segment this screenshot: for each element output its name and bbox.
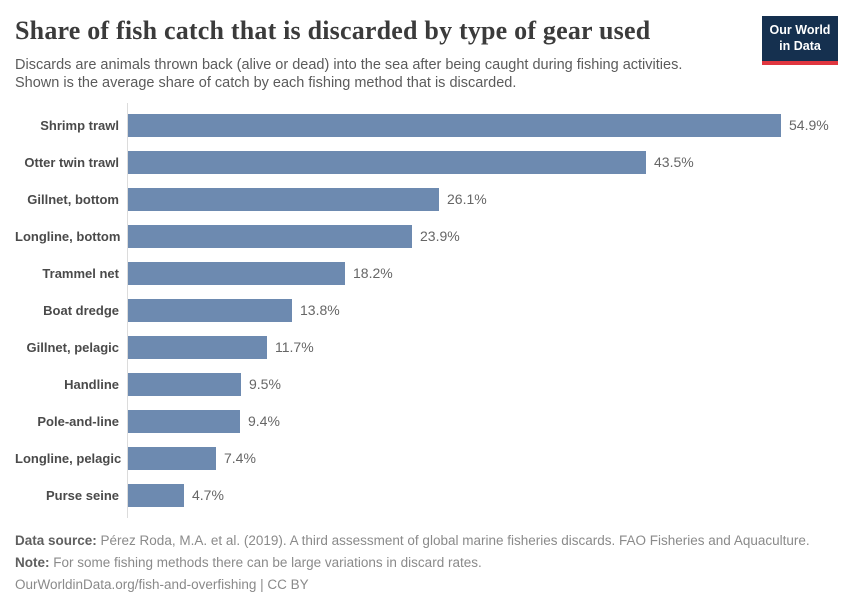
bar-area: 23.9%	[128, 218, 838, 255]
bar-category-label: Pole-and-line	[37, 413, 119, 429]
citation-line: OurWorldinData.org/fish-and-overfishing …	[15, 576, 309, 592]
data-source-text: Pérez Roda, M.A. et al. (2019). A third …	[96, 532, 810, 548]
logo-line-1: Our World	[769, 23, 831, 37]
bar-value-label: 11.7%	[275, 339, 314, 356]
chart-row: Shrimp trawl 54.9%	[15, 107, 838, 144]
bar-value-label: 18.2%	[353, 265, 393, 282]
logo-line-2: in Data	[779, 38, 821, 53]
note-line: Note: For some fishing methods there can…	[15, 552, 838, 574]
bar-area: 43.5%	[128, 144, 838, 181]
bar-category-label: Handline	[64, 376, 119, 392]
bar-category-label: Longline, pelagic	[15, 450, 122, 466]
bar-category-label: Purse seine	[46, 487, 119, 503]
note-text: For some fishing methods there can be la…	[49, 554, 482, 570]
bar-value-label: 23.9%	[420, 228, 460, 245]
bar-category-label: Gillnet, bottom	[27, 191, 119, 207]
bar[interactable]	[128, 298, 292, 322]
bar-area: 18.2%	[128, 255, 838, 292]
bar-category-label: Gillnet, pelagic	[26, 339, 119, 355]
chart-row: Gillnet, bottom 26.1%	[15, 181, 838, 218]
bar-value-label: 4.7%	[192, 487, 224, 504]
bar[interactable]	[128, 409, 240, 433]
bar-value-label: 13.8%	[300, 302, 340, 319]
chart-header: Share of fish catch that is discarded by…	[15, 14, 838, 93]
bar[interactable]	[128, 224, 412, 248]
bar-area: 26.1%	[128, 181, 838, 218]
subtitle-line-2: Shown is the average share of catch by e…	[15, 75, 517, 92]
data-source-label: Data source:	[15, 532, 97, 548]
bar[interactable]	[128, 150, 646, 174]
bar-value-label: 7.4%	[224, 450, 256, 467]
bar-area: 7.4%	[128, 440, 838, 477]
note-label: Note:	[15, 554, 50, 570]
header-text: Share of fish catch that is discarded by…	[15, 14, 762, 93]
bar[interactable]	[128, 446, 216, 470]
bar[interactable]	[128, 187, 439, 211]
owid-logo: Our World in Data	[762, 16, 838, 66]
chart-row: Gillnet, pelagic 11.7%	[15, 329, 838, 366]
chart-footer: Data source: Pérez Roda, M.A. et al. (20…	[15, 530, 838, 596]
bar-category-label: Boat dredge	[43, 302, 119, 318]
bar-area: 9.5%	[128, 366, 838, 403]
bar[interactable]	[128, 113, 781, 137]
bar[interactable]	[128, 372, 241, 396]
bar-area: 13.8%	[128, 292, 838, 329]
bar-chart: Shrimp trawl 54.9% Otter twin trawl 43.5% Gi…	[15, 102, 838, 518]
bar-value-label: 9.5%	[249, 376, 281, 393]
chart-row: Longline, bottom 23.9%	[15, 218, 838, 255]
bar-area: 4.7%	[128, 477, 838, 514]
chart-row: Purse seine 4.7%	[15, 477, 838, 514]
chart-row: Boat dredge 13.8%	[15, 292, 838, 329]
chart-row: Otter twin trawl 43.5%	[15, 144, 838, 181]
chart-subtitle: Discards are animals thrown back (alive …	[15, 56, 745, 93]
bar-category-label: Trammel net	[42, 265, 119, 281]
bar-area: 11.7%	[128, 329, 838, 366]
chart-row: Longline, pelagic 7.4%	[15, 440, 838, 477]
bar-category-label: Otter twin trawl	[24, 154, 119, 170]
bar-value-label: 43.5%	[654, 154, 694, 171]
bar-area: 54.9%	[128, 107, 838, 144]
bar-value-label: 26.1%	[447, 191, 487, 208]
bar-category-label: Longline, bottom	[15, 228, 121, 244]
chart-rows: Shrimp trawl 54.9% Otter twin trawl 43.5% Gi…	[15, 107, 838, 514]
bar[interactable]	[128, 483, 184, 507]
bar[interactable]	[128, 261, 345, 285]
chart-title: Share of fish catch that is discarded by…	[15, 16, 651, 45]
bar[interactable]	[128, 335, 267, 359]
bar-area: 9.4%	[128, 403, 838, 440]
chart-row: Pole-and-line 9.4%	[15, 403, 838, 440]
y-axis-line	[127, 102, 128, 518]
subtitle-line-1: Discards are animals thrown back (alive …	[15, 56, 683, 73]
bar-category-label: Shrimp trawl	[40, 117, 119, 133]
chart-row: Handline 9.5%	[15, 366, 838, 403]
bar-value-label: 54.9%	[789, 117, 829, 134]
data-source-line: Data source: Pérez Roda, M.A. et al. (20…	[15, 530, 838, 552]
bar-value-label: 9.4%	[248, 413, 280, 430]
chart-row: Trammel net 18.2%	[15, 255, 838, 292]
